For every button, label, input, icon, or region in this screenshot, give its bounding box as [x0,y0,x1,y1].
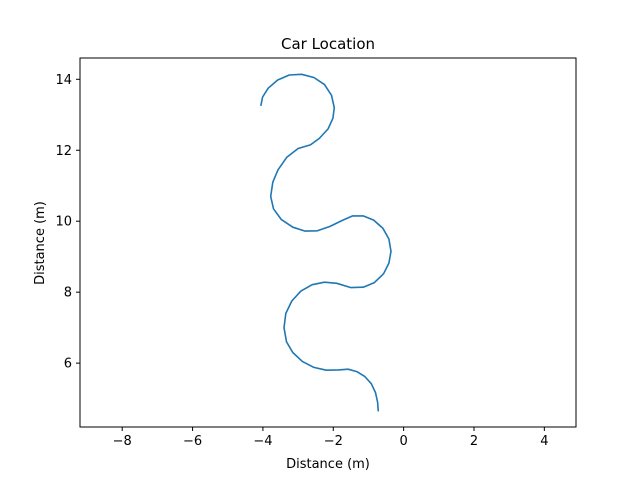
axes-frame [79,57,577,428]
x-tick-label: −4 [253,434,272,449]
x-tick-label: −8 [113,434,132,449]
chart-title: Car Location [281,35,375,53]
y-tick-label: 6 [64,357,72,372]
y-tick-label: 10 [55,215,72,230]
series-line-0 [260,73,392,412]
y-axis-label: Distance (m) [33,201,48,285]
x-tick-label: −6 [183,434,202,449]
y-tick-label: 14 [55,73,72,88]
y-tick-label: 8 [64,286,72,301]
x-tick-label: 0 [399,434,407,449]
x-axis-label: Distance (m) [286,457,370,472]
x-tick-label: 4 [540,434,548,449]
plot-area: −8 −6 −4 −2 0 2 4 6 8 10 12 14 [55,57,577,449]
x-tick-label: −2 [324,434,343,449]
y-tick-label: 12 [55,144,72,159]
x-tick-label: 2 [470,434,478,449]
